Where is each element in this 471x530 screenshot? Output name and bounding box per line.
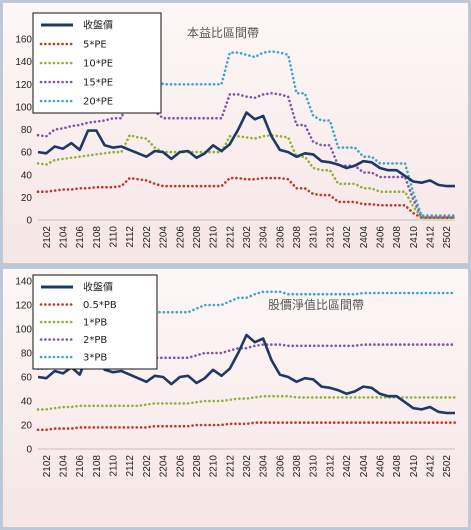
x-tick-label: 2302 (242, 455, 253, 478)
x-tick-label: 2502 (442, 226, 453, 249)
series-line-5pe (36, 176, 457, 219)
legend-entry: 收盤價 (83, 19, 113, 32)
x-tick-label: 2112 (125, 455, 136, 477)
x-tick-label: 2312 (325, 226, 336, 249)
x-tick-label: 2112 (125, 226, 136, 248)
x-tick-label: 2302 (242, 226, 253, 249)
x-tick-label: 2410 (409, 226, 420, 249)
y-tick-label: 0 (26, 445, 32, 456)
x-tick-label: 2312 (325, 455, 336, 478)
series-line-0_5pb (36, 421, 457, 432)
x-tick-label: 2306 (275, 226, 286, 249)
x-tick-label: 2308 (292, 226, 303, 249)
series-line-20pe (36, 49, 457, 217)
legend-entry: 10*PE (83, 59, 113, 70)
x-tick-label: 2106 (75, 455, 86, 478)
y-tick-label: 40 (21, 170, 33, 181)
x-tick-label: 2208 (192, 455, 203, 478)
y-tick-label: 160 (15, 35, 32, 46)
y-tick-label: 120 (15, 301, 32, 312)
legend-entry: 5*PE (83, 40, 107, 51)
x-tick-label: 2404 (359, 455, 370, 478)
legend-entry: 3*PB (83, 353, 107, 364)
x-tick-label: 2308 (292, 455, 303, 478)
x-tick-label: 2210 (209, 455, 220, 478)
chart-title: 本益比區間帶 (187, 26, 259, 40)
x-tick-label: 2502 (442, 455, 453, 478)
pe-band-chart: 0 20 40 60 80 100 120 140 160 2102 2104 2106 2108 211… (15, 12, 457, 249)
y-tick-label: 140 (15, 57, 32, 68)
x-tick-label: 2208 (192, 226, 203, 249)
series-line-1pb (36, 394, 457, 411)
y-tick-label: 100 (15, 325, 32, 336)
series-line-15pe (36, 91, 457, 218)
legend-entry: 15*PE (83, 78, 113, 89)
y-tick-label: 20 (21, 421, 33, 432)
y-tick-label: 140 (15, 277, 32, 288)
x-tick-label: 2204 (159, 455, 170, 478)
x-tick-label: 2110 (109, 226, 120, 248)
legend-entry: 收盤價 (83, 281, 113, 294)
series-line-close-price (37, 333, 455, 415)
x-tick-label: 2206 (175, 226, 186, 249)
x-tick-label: 2402 (342, 226, 353, 249)
legend-entry: 1*PB (83, 318, 107, 329)
pe-band-chart-panel: 0 20 40 60 80 100 120 140 160 2102 2104 2106 2108 211… (2, 2, 469, 264)
x-tick-label: 2412 (425, 455, 436, 478)
x-tick-label: 2306 (275, 455, 286, 478)
legend-entry: 20*PE (83, 97, 113, 108)
x-tick-label: 2202 (142, 455, 153, 478)
series-line-10pe (36, 133, 457, 219)
x-tick-label: 2104 (59, 455, 70, 478)
chart-title: 股價淨值比區間帶 (268, 297, 364, 312)
x-tick-label: 2108 (92, 226, 103, 249)
x-tick-label: 2406 (375, 226, 386, 249)
y-tick-label: 80 (21, 349, 33, 360)
series-line-close-price (37, 111, 455, 188)
x-tick-label: 2210 (209, 226, 220, 249)
x-tick-label: 2310 (309, 226, 320, 249)
x-tick-label: 2412 (425, 226, 436, 249)
y-tick-label: 80 (21, 125, 33, 136)
x-tick-label: 2310 (309, 455, 320, 478)
legend-entry: 2*PB (83, 335, 107, 346)
x-tick-label: 2404 (359, 226, 370, 249)
x-tick-label: 2410 (409, 455, 420, 478)
pb-band-chart-panel: 0 20 40 60 80 100 120 140 2102 2104 2106 2108 2110 21… (2, 268, 469, 528)
legend-entry: 0.5*PB (83, 300, 117, 311)
x-tick-label: 2304 (259, 226, 270, 249)
x-tick-label: 2108 (92, 455, 103, 478)
x-tick-label: 2110 (109, 455, 120, 477)
x-tick-label: 2102 (42, 226, 53, 249)
y-tick-label: 60 (21, 148, 33, 159)
y-tick-label: 100 (15, 102, 32, 113)
y-tick-label: 60 (21, 373, 33, 384)
x-tick-label: 2102 (42, 455, 53, 478)
y-tick-label: 40 (21, 397, 33, 408)
x-tick-label: 2212 (225, 226, 236, 249)
pb-band-chart: 0 20 40 60 80 100 120 140 2102 2104 2106 2108 2110 21… (15, 274, 457, 478)
x-tick-label: 2104 (59, 226, 70, 249)
x-tick-label: 2206 (175, 455, 186, 478)
y-tick-label: 120 (15, 80, 32, 91)
x-tick-label: 2402 (342, 455, 353, 478)
x-tick-label: 2202 (142, 226, 153, 249)
x-tick-label: 2304 (259, 455, 270, 478)
x-tick-label: 2408 (392, 226, 403, 249)
x-tick-label: 2212 (225, 455, 236, 478)
x-tick-label: 2204 (159, 226, 170, 249)
x-tick-label: 2406 (375, 455, 386, 478)
x-tick-label: 2106 (75, 226, 86, 249)
series-line-3pb (36, 290, 457, 331)
y-tick-label: 0 (26, 216, 32, 227)
y-tick-label: 20 (21, 193, 33, 204)
x-tick-label: 2408 (392, 455, 403, 478)
